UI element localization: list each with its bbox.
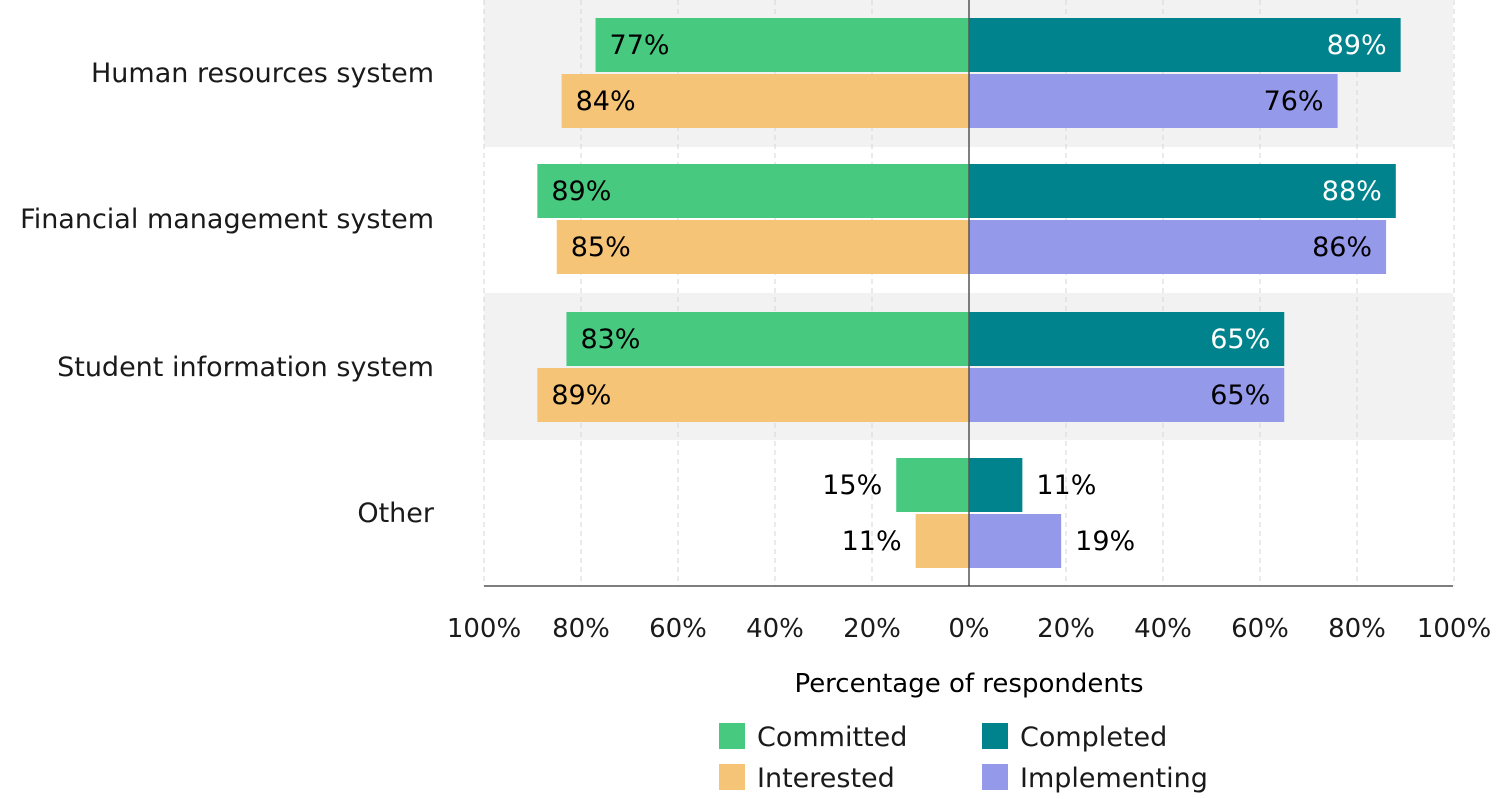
data-label: 89% <box>551 380 611 411</box>
bar-completed <box>969 312 1285 366</box>
bar-interested <box>537 368 969 422</box>
legend-swatch <box>719 764 745 790</box>
data-label: 77% <box>610 30 670 61</box>
bar-implementing <box>969 368 1285 422</box>
x-tick-label: 0% <box>948 614 989 644</box>
bar-committed <box>537 164 969 218</box>
bar-interested <box>556 220 969 274</box>
data-label: 15% <box>822 470 882 501</box>
bars: 77%84%89%76%89%85%88%86%83%89%65%65%15%1… <box>537 18 1401 568</box>
bar-committed <box>566 312 969 366</box>
bar-completed <box>969 458 1023 512</box>
legend-swatch <box>719 723 745 749</box>
x-tick-labels: 100% 80% 60% 40% 20% 0% 20% 40% 60% 80% 100% <box>447 614 1491 644</box>
data-label: 89% <box>551 176 611 207</box>
data-label: 86% <box>1312 232 1372 263</box>
bar-implementing <box>969 514 1062 568</box>
bar-committed <box>595 18 969 72</box>
x-tick-label: 80% <box>552 614 610 644</box>
x-tick-label: 60% <box>1231 614 1289 644</box>
x-tick-label: 40% <box>746 614 804 644</box>
data-label: 11% <box>1036 470 1096 501</box>
bar-implementing <box>969 74 1338 128</box>
category-labels: Human resources system Financial manageme… <box>20 58 435 529</box>
x-tick-label: 60% <box>649 614 707 644</box>
x-tick-label: 20% <box>843 614 901 644</box>
x-tick-label: 100% <box>447 614 521 644</box>
data-label: 84% <box>576 86 636 117</box>
data-label: 76% <box>1264 86 1324 117</box>
x-tick-label: 20% <box>1037 614 1095 644</box>
x-tick-label: 80% <box>1328 614 1386 644</box>
legend-swatch <box>982 764 1008 790</box>
bar-completed <box>969 164 1396 218</box>
data-label: 65% <box>1210 324 1270 355</box>
x-tick-label: 40% <box>1134 614 1192 644</box>
legend-label: Completed <box>1020 722 1167 753</box>
data-label: 11% <box>842 526 902 557</box>
legend-swatch <box>982 723 1008 749</box>
axes <box>484 0 1453 587</box>
data-label: 19% <box>1075 526 1135 557</box>
bar-completed <box>969 18 1401 72</box>
legend-label: Implementing <box>1020 763 1208 794</box>
bar-implementing <box>969 220 1387 274</box>
x-tick-label: 100% <box>1417 614 1491 644</box>
data-label: 65% <box>1210 380 1270 411</box>
bar-committed <box>896 458 969 512</box>
legend-label: Committed <box>757 722 907 753</box>
legend: Committed Interested Completed Implementing <box>719 722 1208 794</box>
x-axis-title: Percentage of respondents <box>794 669 1143 699</box>
legend-label: Interested <box>757 763 895 794</box>
bar-interested <box>915 514 969 568</box>
bar-interested <box>561 74 969 128</box>
gridlines <box>483 0 1455 586</box>
category-label: Student information system <box>57 352 434 383</box>
data-label: 85% <box>571 232 631 263</box>
category-label: Financial management system <box>20 204 434 235</box>
category-label: Other <box>357 498 435 529</box>
category-label: Human resources system <box>91 58 434 89</box>
data-label: 83% <box>580 324 640 355</box>
data-label: 88% <box>1322 176 1382 207</box>
data-label: 89% <box>1327 30 1387 61</box>
